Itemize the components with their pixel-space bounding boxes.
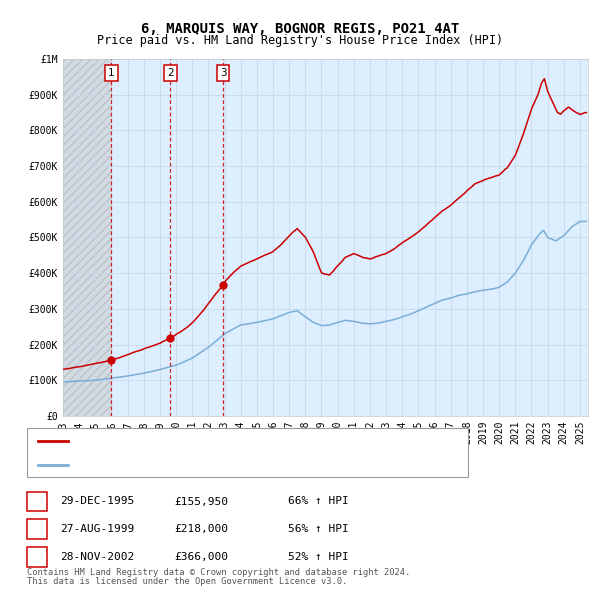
Text: 56% ↑ HPI: 56% ↑ HPI [288, 525, 349, 534]
Text: 27-AUG-1999: 27-AUG-1999 [60, 525, 134, 534]
Text: 2: 2 [167, 68, 174, 78]
Text: 66% ↑ HPI: 66% ↑ HPI [288, 497, 349, 506]
Text: Price paid vs. HM Land Registry's House Price Index (HPI): Price paid vs. HM Land Registry's House … [97, 34, 503, 47]
Bar [63, 59, 111, 416]
Text: 3: 3 [220, 68, 226, 78]
Text: £155,950: £155,950 [174, 497, 228, 506]
Text: HPI: Average price, detached house, Arun: HPI: Average price, detached house, Arun [72, 460, 317, 470]
Text: 3: 3 [34, 552, 40, 562]
Text: £218,000: £218,000 [174, 525, 228, 534]
Text: 28-NOV-2002: 28-NOV-2002 [60, 552, 134, 562]
Text: 2: 2 [34, 525, 40, 534]
Text: 1: 1 [108, 68, 115, 78]
Text: £366,000: £366,000 [174, 552, 228, 562]
Text: This data is licensed under the Open Government Licence v3.0.: This data is licensed under the Open Gov… [27, 578, 347, 586]
Text: Contains HM Land Registry data © Crown copyright and database right 2024.: Contains HM Land Registry data © Crown c… [27, 568, 410, 577]
Text: 6, MARQUIS WAY, BOGNOR REGIS, PO21 4AT: 6, MARQUIS WAY, BOGNOR REGIS, PO21 4AT [141, 22, 459, 37]
Text: 29-DEC-1995: 29-DEC-1995 [60, 497, 134, 506]
Text: 6, MARQUIS WAY, BOGNOR REGIS, PO21 4AT (detached house): 6, MARQUIS WAY, BOGNOR REGIS, PO21 4AT (… [72, 437, 409, 447]
Text: 1: 1 [34, 497, 40, 506]
Text: 52% ↑ HPI: 52% ↑ HPI [288, 552, 349, 562]
